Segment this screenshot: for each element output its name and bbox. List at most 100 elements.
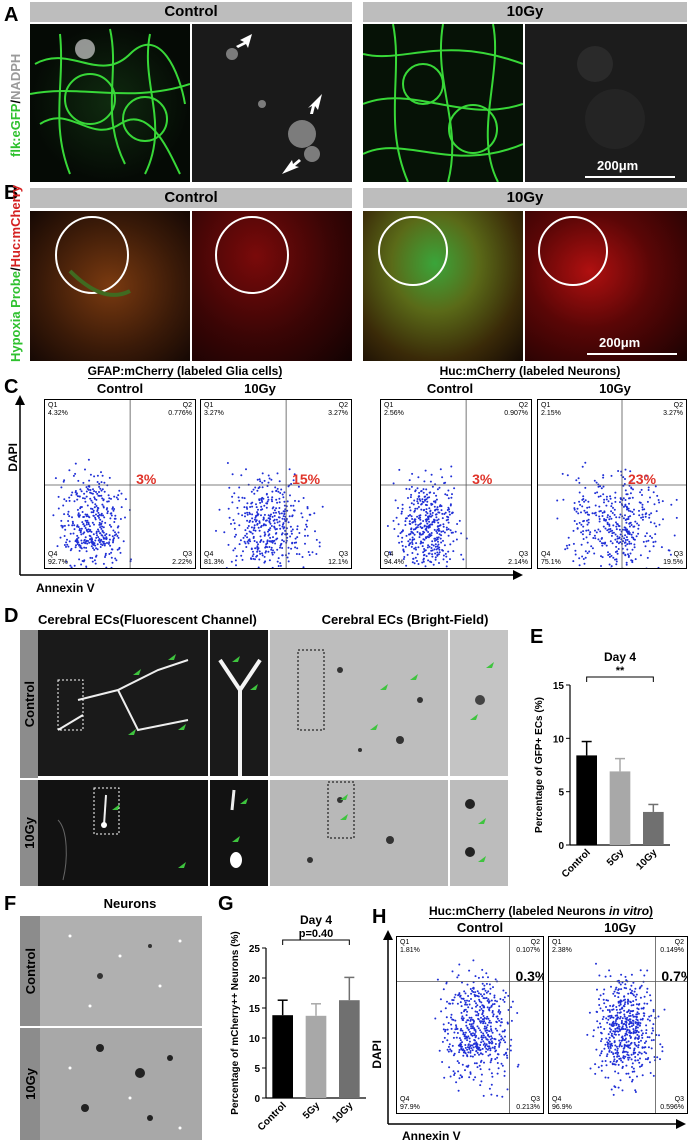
significance-bracket <box>282 939 350 945</box>
quadrant-value-q2: 0.776% <box>168 410 192 417</box>
quadrant-value-q4: 75.1% <box>541 559 561 566</box>
quadrant-value-q3: 12.1% <box>328 559 348 566</box>
quadrant-value-q4: 81.3% <box>204 559 224 566</box>
micrograph-d-10gy-bf <box>270 780 448 886</box>
quadrant-label-q4: Q4 <box>552 1096 562 1103</box>
scale-bar-a <box>585 176 675 178</box>
y-tick-label: 0 <box>558 841 564 852</box>
x-tick-label: 10Gy <box>330 1100 355 1125</box>
bar-10gy <box>643 811 664 845</box>
panel-c-neuron-10gy: 10Gy <box>599 381 631 396</box>
quadrant-value-q2: 3.27% <box>328 410 348 417</box>
micrograph-d-10gy-fluor-zoom <box>210 780 268 886</box>
micrograph-a-10gy-nadph: 200μm <box>525 24 687 182</box>
quadrant-value-q3: 0.213% <box>516 1104 540 1111</box>
panel-d-row-10gy: 10Gy <box>20 780 38 886</box>
quadrant-label-q1: Q1 <box>204 402 214 409</box>
quadrant-label-q3: Q3 <box>182 551 192 558</box>
micrograph-a-control-gfp <box>30 24 190 182</box>
flow-plot: Q1 3.27% Q2 3.27% Q3 12.1% Q4 81.3% 15% <box>200 399 352 569</box>
scale-bar-b <box>587 353 677 355</box>
panel-d-row-control: Control <box>20 630 38 778</box>
quadrant-value-q1: 1.81% <box>400 947 420 954</box>
apoptosis-percentage: 3% <box>136 471 157 487</box>
panel-a-ylabel: flk:eGFP/NADPH <box>8 53 23 157</box>
y-tick-label: 10 <box>553 734 565 745</box>
quadrant-value-q4: 97.9% <box>400 1104 420 1111</box>
quadrant-label-q2: Q2 <box>182 402 192 409</box>
panel-c-ylabel: DAPI <box>6 443 20 472</box>
chart-title: Day 4 <box>300 913 332 927</box>
quadrant-label-q2: Q2 <box>673 402 683 409</box>
y-axis-label: Percentage of GFP+ ECs (%) <box>534 697 545 833</box>
apoptosis-percentage: 15% <box>292 471 321 487</box>
panel-c-glia-10gy: 10Gy <box>244 381 276 396</box>
panel-h-10gy: 10Gy <box>604 920 636 935</box>
bar-5gy <box>305 1015 327 1098</box>
quadrant-label-q4: Q4 <box>48 551 58 558</box>
quadrant-label-q4: Q4 <box>384 551 394 558</box>
panel-d-fluor-title: Cerebral ECs(Fluorescent Channel) <box>38 612 257 627</box>
micrograph-a-10gy-gfp <box>363 24 523 182</box>
y-tick-label: 15 <box>249 1004 261 1015</box>
micrograph-b-control-red <box>192 211 352 361</box>
bar-5gy <box>609 771 631 845</box>
micrograph-d-10gy-bf-zoom <box>450 780 508 886</box>
panel-h-xlabel: Annexin V <box>402 1129 461 1143</box>
panel-b-ylabel: Hypoxia Probe/Huc:mCherry <box>8 184 23 362</box>
micrograph-a-control-nadph <box>192 24 352 182</box>
flow-plot: Q1 4.32% Q2 0.776% Q3 2.22% Q4 92.7% 3% <box>44 399 196 569</box>
micrograph-d-control-fluor-zoom <box>210 630 268 776</box>
apoptosis-percentage: 23% <box>628 471 657 487</box>
panel-d-bf-title: Cerebral ECs (Bright-Field) <box>321 612 489 627</box>
x-tick-label: 5Gy <box>605 847 626 868</box>
panel-f-title: Neurons <box>103 896 157 911</box>
quadrant-value-q4: 96.9% <box>552 1104 572 1111</box>
quadrant-label-q1: Q1 <box>552 939 562 946</box>
quadrant-value-q3: 2.14% <box>508 559 528 566</box>
quadrant-value-q2: 3.27% <box>663 410 683 417</box>
micrograph-b-10gy-merge <box>363 211 523 361</box>
panel-h-axes <box>383 930 686 1129</box>
panel-b-10gy-header: 10Gy <box>363 188 687 208</box>
quadrant-label-q2: Q2 <box>518 402 528 409</box>
y-tick-label: 15 <box>553 681 565 692</box>
micrograph-b-control-merge <box>30 211 190 361</box>
quadrant-label-q3: Q3 <box>674 1096 684 1103</box>
apoptosis-percentage: 3% <box>472 471 493 487</box>
panel-label-e: E <box>530 626 544 648</box>
micrograph-f-10gy <box>40 1028 202 1140</box>
quadrant-value-q2: 0.907% <box>504 410 528 417</box>
panel-c-xlabel: Annexin V <box>36 581 95 595</box>
panel-label-c: C <box>4 376 19 398</box>
chart-g: Day 4 0 5 10 15 20 25 Percentage of mCherry++ N… <box>230 913 366 1133</box>
flow-plot: Q1 2.15% Q2 3.27% Q3 19.5% Q4 75.1% 23% <box>537 399 687 569</box>
y-tick-label: 5 <box>558 788 564 799</box>
x-tick-label: 10Gy <box>634 847 659 872</box>
panel-label-a: A <box>4 4 19 26</box>
quadrant-value-q1: 3.27% <box>204 410 224 417</box>
quadrant-label-q1: Q1 <box>400 939 410 946</box>
panel-c-neuron-title: Huc:mCherry (labeled Neurons) <box>439 364 621 379</box>
micrograph-d-control-bf <box>270 630 448 776</box>
apoptosis-percentage: 0.7% <box>661 967 687 984</box>
quadrant-value-q3: 19.5% <box>663 559 683 566</box>
micrograph-f-control <box>40 916 202 1026</box>
quadrant-label-q1: Q1 <box>384 402 394 409</box>
panel-h-control: Control <box>456 920 504 935</box>
bar-control <box>272 1015 293 1098</box>
micrograph-d-control-bf-zoom <box>450 630 508 776</box>
quadrant-value-q4: 92.7% <box>48 559 68 566</box>
significance-label: p=0.40 <box>299 928 334 940</box>
panel-f-row-control: Control <box>20 916 40 1026</box>
quadrant-value-q2: 0.107% <box>516 947 540 954</box>
x-tick-label: Control <box>256 1100 289 1133</box>
panel-label-h: H <box>372 906 387 928</box>
quadrant-label-q1: Q1 <box>541 402 551 409</box>
micrograph-b-10gy-red: 200μm <box>525 211 687 361</box>
bar-10gy <box>339 1000 360 1098</box>
quadrant-label-q2: Q2 <box>338 402 348 409</box>
significance-label: ** <box>616 665 625 677</box>
